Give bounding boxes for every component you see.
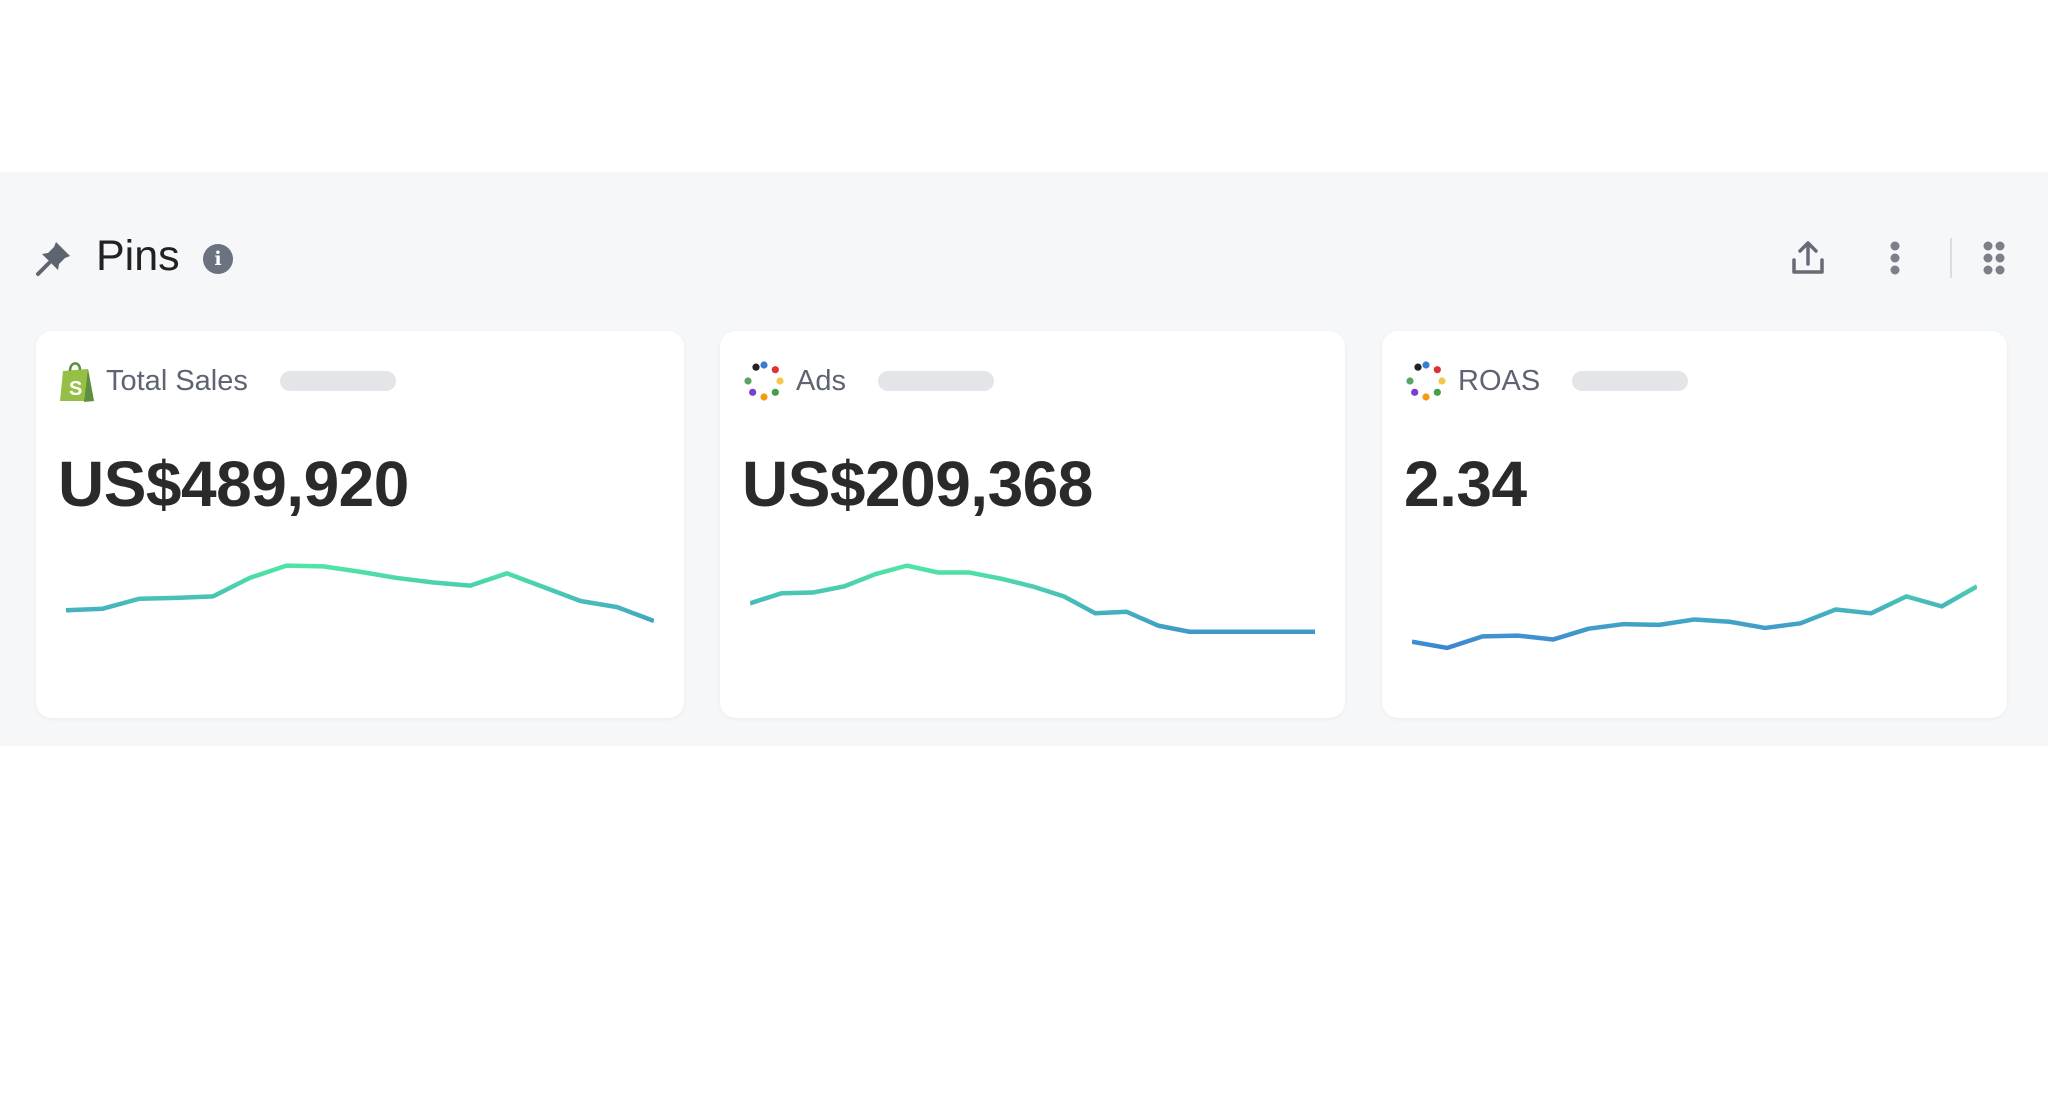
metric-value: 2.34 (1404, 448, 1527, 520)
section-title: Pins (96, 232, 180, 280)
card-label: Ads (796, 364, 846, 397)
metric-value: US$489,920 (58, 448, 409, 520)
upload-icon[interactable] (1786, 236, 1830, 280)
metric-value: US$209,368 (742, 448, 1093, 520)
card-label: ROAS (1458, 364, 1541, 397)
card-label: Total Sales (106, 364, 248, 397)
more-vertical-icon[interactable] (1873, 236, 1917, 280)
sparkline-series (66, 563, 654, 624)
card-header: ROAS (1404, 359, 1689, 403)
info-icon[interactable]: i (203, 244, 233, 274)
pin-icon (36, 242, 70, 276)
loading-placeholder (1572, 371, 1689, 391)
loading-placeholder (279, 371, 396, 391)
metric-card-total-sales[interactable]: S Total Sales US$489,920 (36, 331, 684, 718)
sparkline-series (750, 563, 1315, 635)
shopify-icon: S (58, 359, 96, 403)
drag-grid-icon[interactable] (1972, 236, 2016, 280)
sparkline-series (1412, 584, 1977, 651)
multicolor-dots-icon (742, 359, 786, 403)
sparkline-chart (1412, 584, 1977, 651)
card-header: S Total Sales (58, 359, 396, 403)
loading-placeholder (877, 371, 994, 391)
toolbar-divider (1950, 238, 1952, 278)
svg-text:S: S (69, 378, 82, 400)
card-header: Ads (742, 359, 994, 403)
multicolor-dots-icon (1404, 359, 1448, 403)
sparkline-chart (66, 563, 654, 624)
sparkline-chart (750, 563, 1315, 635)
metric-card-roas[interactable]: ROAS 2.34 (1382, 331, 2007, 718)
metric-card-ads[interactable]: Ads US$209,368 (720, 331, 1345, 718)
